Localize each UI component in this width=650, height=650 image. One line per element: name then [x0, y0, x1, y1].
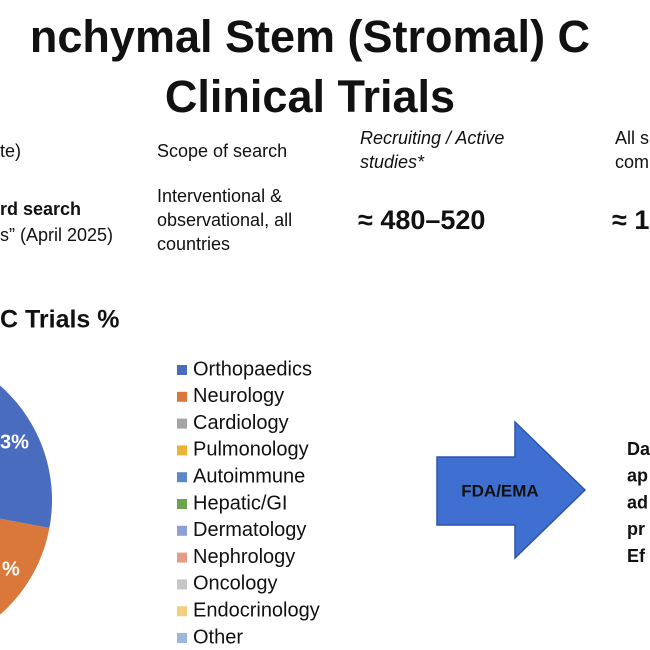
table-header: All s com [615, 128, 649, 172]
legend-swatch [177, 552, 187, 563]
table-cell: s” (April 2025) [0, 225, 113, 245]
table-cell: observational, all [157, 210, 292, 230]
table-header: Scope of search [157, 141, 287, 161]
arrow-label: FDA/EMA [461, 481, 538, 500]
legend-label: Neurology [193, 385, 284, 407]
legend-label: Hepatic/GI [193, 492, 287, 514]
legend-label: Orthopaedics [193, 358, 312, 380]
arrow [436, 420, 587, 560]
legend-swatch [177, 418, 187, 429]
legend-label: Autoimmune [193, 465, 305, 487]
table-cell: ≈ 1 [612, 205, 649, 235]
legend-swatch [177, 633, 187, 643]
legend-swatch [177, 472, 187, 483]
pie-label: 3% [0, 431, 29, 453]
side-text: pr [627, 519, 645, 539]
legend-label: Oncology [193, 573, 278, 595]
table-cell: Interventional & [157, 186, 282, 206]
legend-label: Cardiology [193, 412, 289, 434]
title-line: nchymal Stem (Stromal) C [30, 11, 590, 62]
table-cell: countries [157, 234, 230, 254]
pie-slice [0, 385, 52, 528]
side-text: ad [627, 492, 648, 512]
pie-slice [0, 518, 50, 615]
table-header: te) [0, 141, 21, 161]
legend-label: Endocrinology [193, 599, 320, 621]
legend-swatch [177, 499, 187, 509]
legend-label: Dermatology [193, 519, 306, 541]
side-text: ap [627, 466, 648, 486]
legend-swatch [177, 579, 187, 590]
legend-swatch [177, 445, 187, 456]
legend-swatch [177, 606, 187, 617]
legend-swatch [177, 525, 187, 536]
legend-label: Nephrology [193, 546, 295, 568]
side-text: Da [627, 439, 650, 459]
table-cell: ≈ 480–520 [358, 205, 485, 235]
legend-label: Pulmonology [193, 439, 309, 461]
table-header: Recruiting / Active studies* [360, 128, 504, 172]
table-cell: rd search [0, 199, 81, 219]
legend-swatch [177, 391, 187, 402]
legend-label: Other [193, 626, 243, 648]
pie-label: % [2, 558, 20, 580]
section-title: C Trials % [0, 306, 120, 334]
title-line: Clinical Trials [165, 71, 455, 122]
legend-swatch [177, 365, 187, 375]
side-text: Ef [627, 546, 646, 566]
